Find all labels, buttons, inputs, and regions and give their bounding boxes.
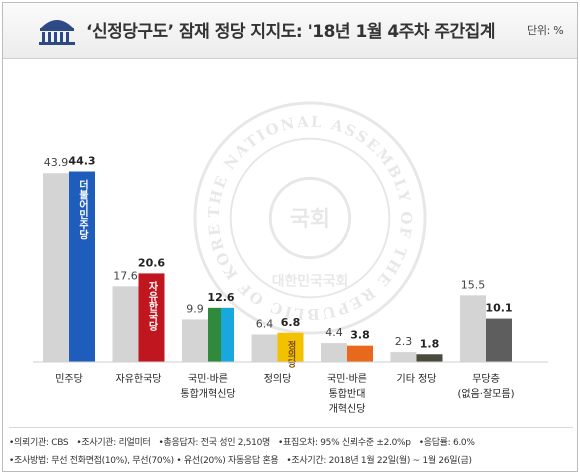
value-label-previous: 17.6 [113,269,138,282]
value-label-previous: 15.5 [461,278,486,291]
national-assembly-icon [39,20,75,45]
national-assembly-seal-watermark: THE NATIONAL ASSEMBLY OF THE REPUBLIC OF… [191,99,427,335]
value-label-current: 44.3 [68,155,95,168]
value-label-current: 12.6 [207,291,234,304]
category-label: 통합반대 [329,388,366,400]
category-label: 무당층 [472,373,500,385]
bar-previous [182,319,208,362]
watermark-seal-text: 국회 [290,207,330,232]
bar-previous [390,352,417,362]
category-label: 국민·바른 [327,373,367,385]
footnote-item: •표집오차: 95% 신뢰수준 ±2.0%p [278,438,411,448]
value-label-previous: 2.3 [395,335,413,348]
value-label-previous: 4.4 [325,326,343,339]
bar-previous [251,334,278,362]
value-label-current: 20.6 [138,256,165,269]
footnote-item: •조사방법: 무선 전화면접(10%), 무선(70%) • 유선(20%) 자… [9,456,279,466]
bar-previous [460,295,486,362]
footnote-item: •응답률: 6.0% [418,438,475,448]
bar-current [486,318,512,362]
footnote-item: •의뢰기관: CBS [9,438,69,448]
bar-previous [43,173,69,362]
footnote-line-1: •의뢰기관: CBS •조사기관: 리얼미터 •총응답자: 전국 성인 2,510명… [9,434,573,452]
unit-label: 단위: % [527,24,564,37]
value-label-previous: 6.4 [256,317,274,330]
category-label: 정의당 [264,373,292,385]
bar-previous [112,286,139,362]
value-label-previous: 9.9 [186,302,204,315]
bar-current [138,273,165,362]
bar-chart: 더불어민주당 43.9 44.3 민주당 자유한국당 17.620.6 자유한국당 9.912… [33,155,548,415]
bar-current [416,354,443,362]
category-label: 통합개혁신당 [180,388,235,400]
survey-footnote: •의뢰기관: CBS •조사기관: 리얼미터 •총응답자: 전국 성인 2,510명… [9,427,573,473]
bar-current [208,307,221,362]
bar-current [221,307,234,362]
plot-area: THE NATIONAL ASSEMBLY OF THE REPUBLIC OF… [3,59,577,423]
category-label: 개혁신당 [329,403,366,415]
category-label: 국민·바른 [188,373,228,385]
chart-header: ‘신정당구도’ 잠재 정당 지지도: '18년 1월 4주차 주간집계 단위: … [3,3,577,59]
chart-title: ‘신정당구도’ 잠재 정당 지지도: '18년 1월 4주차 주간집계 [86,22,495,42]
footnote-line-2: •조사방법: 무선 전화면접(10%), 무선(70%) • 유선(20%) 자… [9,452,573,470]
party-logo-text: 정의당 [286,340,296,369]
category-label: 기타 정당 [397,373,437,385]
party-logo-text: 자유한국당 [146,280,158,332]
footnote-item: •총응답자: 전국 성인 2,510명 [158,438,271,448]
party-logo-text: 더불어민주당 [77,178,89,240]
value-label-current: 6.8 [281,316,301,329]
value-label-previous: 43.9 [44,156,69,169]
category-label: (없음·잘모름) [458,387,515,400]
bar-current [347,345,373,362]
value-label-current: 10.1 [485,302,512,315]
value-label-current: 1.8 [420,337,440,350]
bar-current [277,332,304,362]
value-label-current: 3.8 [350,329,370,342]
footnote-item: •조사기간: 2018년 1월 22일(월) ~ 1월 26일(금) [286,456,472,466]
category-label: 민주당 [55,373,83,385]
watermark-bottom-text: 대한민국국회 [272,272,349,289]
bar-previous [321,343,347,362]
category-label: 자유한국당 [116,373,162,385]
bar-current [69,171,95,362]
footnote-item: •조사기관: 리얼미터 [76,438,151,448]
